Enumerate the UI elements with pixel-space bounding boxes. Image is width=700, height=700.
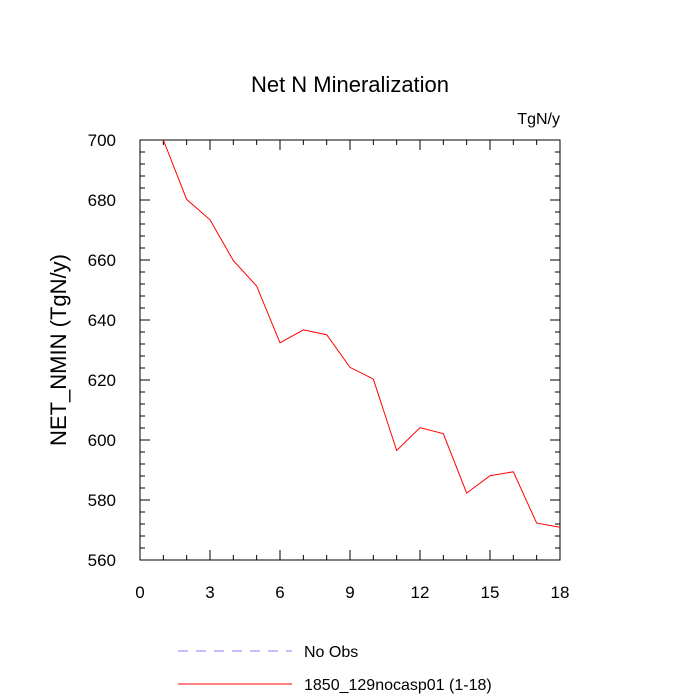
x-tick-label: 18	[551, 583, 570, 602]
x-tick-label: 6	[275, 583, 284, 602]
chart-title: Net N Mineralization	[251, 72, 449, 97]
plot-area	[139, 139, 561, 561]
legend-label-no-obs: No Obs	[304, 644, 358, 661]
series-layer	[162, 139, 561, 528]
y-tick-label: 700	[88, 131, 116, 150]
legend: No Obs 1850_129nocasp01 (1-18)	[178, 644, 492, 694]
units-label: TgN/y	[517, 111, 560, 128]
y-tick-label: 640	[88, 311, 116, 330]
y-tick-label: 600	[88, 431, 116, 450]
x-tick-label: 0	[135, 583, 144, 602]
series-line	[162, 139, 561, 528]
y-tick-label: 680	[88, 191, 116, 210]
y-axis-label: NET_NMIN (TgN/y)	[46, 254, 71, 446]
x-tick-label: 3	[205, 583, 214, 602]
tick-labels: 0 3 6 9 12 15 18 560 580 600 620 640 660 680 700	[88, 131, 570, 602]
legend-label-series: 1850_129nocasp01 (1-18)	[304, 677, 492, 694]
axis-ticks	[139, 139, 561, 561]
y-tick-label: 660	[88, 251, 116, 270]
y-tick-label: 620	[88, 371, 116, 390]
x-tick-label: 15	[481, 583, 500, 602]
y-tick-label: 580	[88, 491, 116, 510]
x-tick-label: 9	[345, 583, 354, 602]
x-tick-label: 12	[411, 583, 430, 602]
plot-frame	[139, 139, 561, 561]
y-tick-label: 560	[88, 551, 116, 570]
